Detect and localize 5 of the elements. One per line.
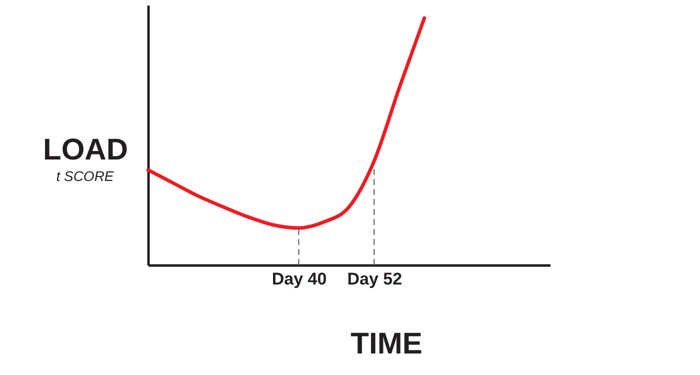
- text: t SCORE: [55, 168, 115, 184]
- x-tick-label: Day 52: [347, 270, 402, 288]
- x-tick-label: Day 40: [272, 270, 327, 288]
- y-axis-title: LOAD: [43, 134, 128, 166]
- x-axis-title: TIME: [350, 328, 422, 360]
